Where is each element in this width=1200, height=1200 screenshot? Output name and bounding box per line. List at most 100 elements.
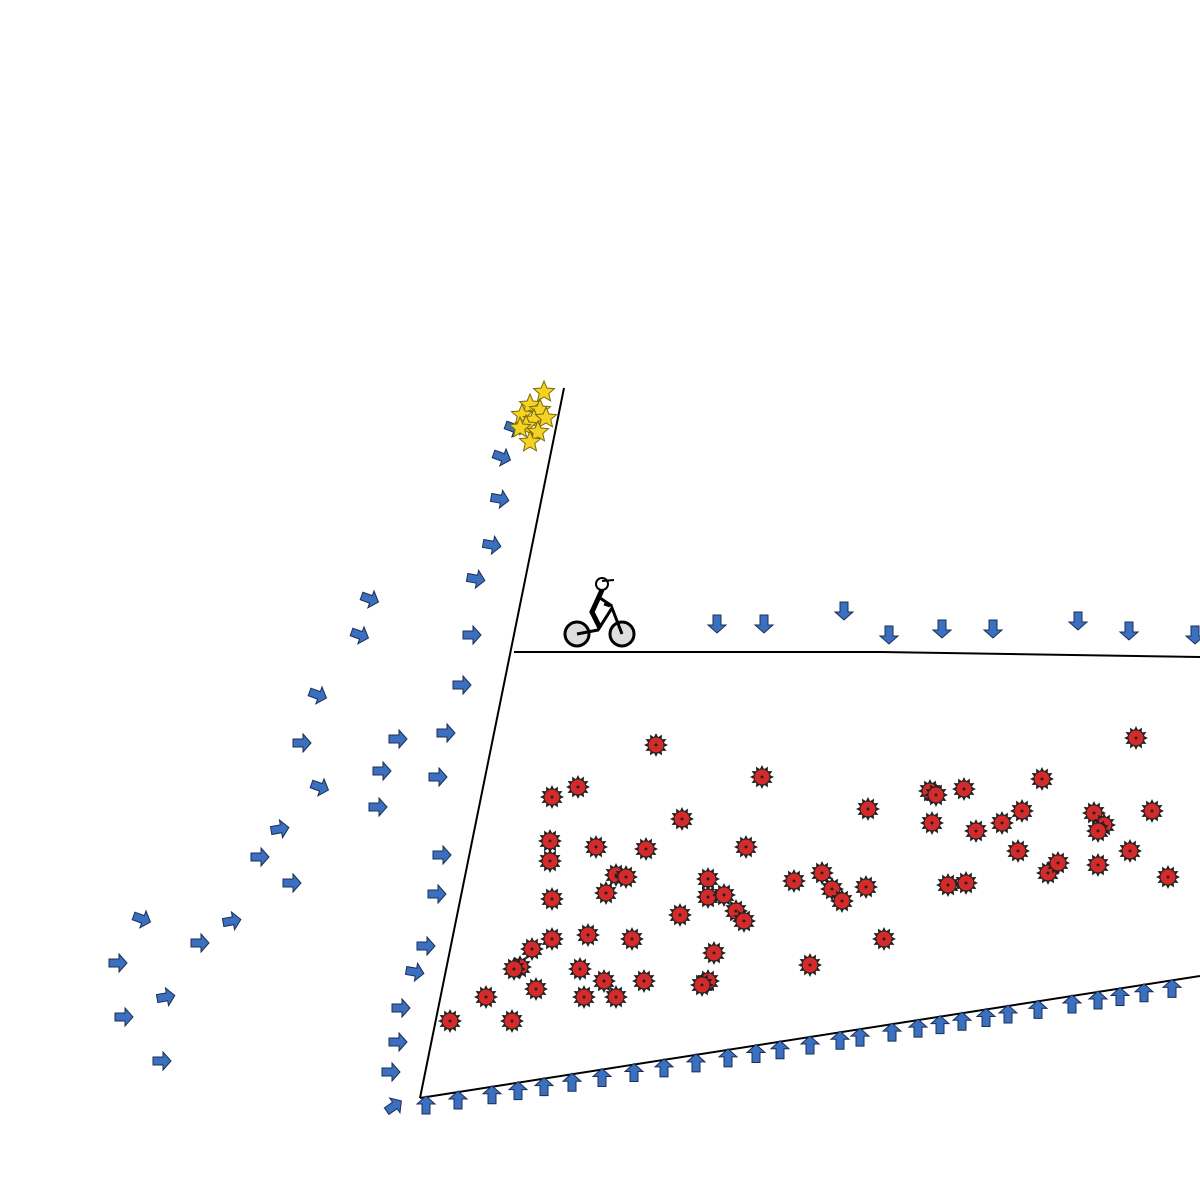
boost-arrow — [114, 1006, 134, 1028]
mine — [964, 819, 988, 843]
boost-arrow — [1184, 625, 1200, 645]
mine — [702, 941, 726, 965]
mine — [502, 957, 526, 981]
mine-center — [678, 913, 682, 917]
boost-arrow — [929, 1014, 951, 1035]
boost-arrow — [383, 1097, 402, 1116]
mine-center — [830, 887, 834, 891]
boost-arrow — [388, 1031, 408, 1053]
mine-center — [644, 847, 648, 851]
bike-frame — [576, 604, 624, 636]
boost-arrow — [1161, 978, 1183, 998]
boost-arrow — [131, 909, 152, 929]
boost-arrow — [221, 910, 242, 932]
boost-arrow — [465, 568, 486, 590]
mine — [810, 861, 834, 885]
mine-center — [630, 937, 634, 941]
boost-arrow — [359, 589, 380, 609]
mine-center — [510, 1019, 514, 1023]
boost-arrow — [415, 1095, 437, 1115]
boost-arrow — [1118, 621, 1140, 641]
boost-arrow — [951, 1011, 973, 1031]
mine-center — [594, 845, 598, 849]
mine-center — [930, 821, 934, 825]
mine-center — [530, 947, 534, 951]
rider-arm — [599, 596, 613, 608]
mine — [1086, 819, 1110, 843]
mine — [854, 875, 878, 899]
mine-center — [602, 979, 606, 983]
mine — [670, 807, 694, 831]
boost-arrow — [753, 614, 775, 634]
mine-center — [534, 987, 538, 991]
mine — [820, 877, 844, 901]
mine-center — [964, 881, 968, 885]
goal-star — [518, 429, 542, 452]
boost-arrow — [309, 777, 330, 797]
mine-center — [614, 995, 618, 999]
mine-center — [820, 871, 824, 875]
boost-arrow — [745, 1043, 767, 1063]
mine-center — [934, 793, 938, 797]
mine-center — [744, 845, 748, 849]
mine-center — [734, 909, 738, 913]
boost-arrow — [491, 447, 512, 467]
boost-arrow — [849, 1027, 871, 1047]
mine — [620, 927, 644, 951]
mine — [954, 871, 978, 895]
mine-center — [578, 967, 582, 971]
boost-arrow — [481, 534, 502, 556]
mine-center — [706, 877, 710, 881]
boost-arrow — [108, 952, 128, 974]
boost-arrow — [881, 1022, 903, 1042]
mine — [830, 889, 854, 913]
boost-arrow — [706, 614, 728, 634]
boost-arrow — [975, 1007, 997, 1027]
boost-arrow — [452, 674, 472, 696]
boost-arrow — [1133, 983, 1155, 1003]
mine — [584, 835, 608, 859]
mine — [594, 881, 618, 905]
track-line — [419, 387, 565, 1099]
boost-arrow — [388, 728, 408, 750]
boost-arrow — [533, 1076, 555, 1097]
mine-center — [624, 875, 628, 879]
mine — [520, 937, 544, 961]
boost-arrow — [269, 818, 290, 840]
mine — [798, 953, 822, 977]
mine — [920, 811, 944, 835]
mine-center — [840, 899, 844, 903]
boost-arrow — [717, 1048, 739, 1068]
mine — [1086, 853, 1110, 877]
mine — [576, 923, 600, 947]
mine-center — [586, 933, 590, 937]
boost-arrow — [381, 1061, 401, 1083]
mine-center — [864, 885, 868, 889]
mine-center — [548, 839, 552, 843]
track-line — [879, 651, 1200, 658]
mine-center — [1166, 875, 1170, 879]
boost-arrow — [307, 685, 328, 705]
boost-arrow — [404, 961, 425, 983]
mine-center — [1000, 821, 1004, 825]
boost-arrow — [1109, 986, 1131, 1007]
boost-arrow — [931, 619, 953, 639]
mine — [540, 927, 564, 951]
mine-center — [722, 893, 726, 897]
mine-center — [484, 995, 488, 999]
mine — [1082, 801, 1106, 825]
mine-center — [550, 897, 554, 901]
boost-arrow — [432, 844, 452, 866]
mine-center — [1150, 809, 1154, 813]
mine-center — [680, 817, 684, 821]
boost-arrow — [799, 1035, 821, 1055]
mine-center — [550, 937, 554, 941]
boost-arrow — [436, 722, 456, 744]
boost-arrow — [833, 601, 855, 621]
mine-center — [654, 743, 658, 747]
boost-arrow — [829, 1030, 851, 1050]
boost-arrow — [1061, 994, 1083, 1014]
boost-arrow — [152, 1050, 172, 1072]
